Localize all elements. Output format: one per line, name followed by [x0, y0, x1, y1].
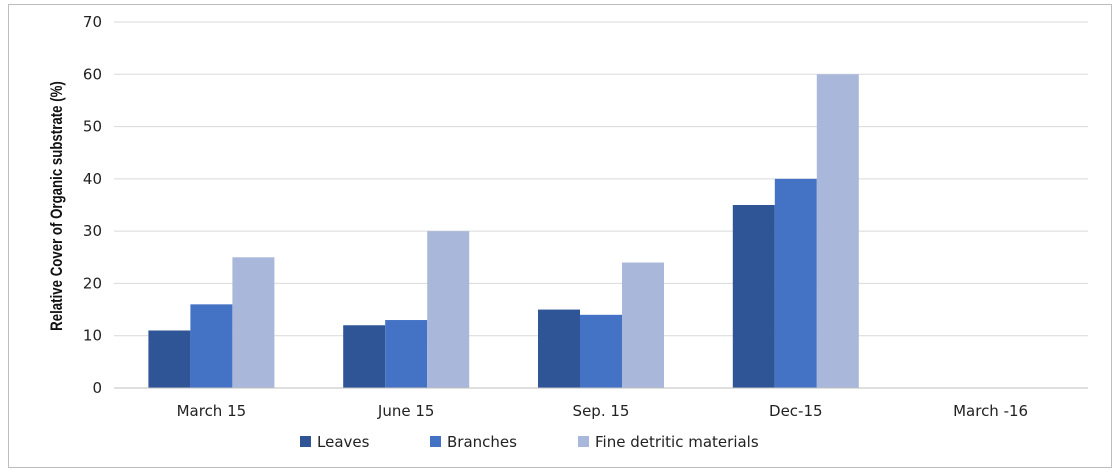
- bar-branches: [190, 304, 233, 388]
- gridlines: [114, 21, 1088, 337]
- y-tick-label: 70: [83, 13, 102, 31]
- x-tick-label: Dec-15: [769, 402, 823, 420]
- legend-label: Fine detritic materials: [595, 433, 759, 451]
- y-tick-label: 50: [83, 118, 102, 136]
- bar-branches: [385, 320, 428, 388]
- bar-leaves: [732, 205, 775, 388]
- bar-fine-detritic-materials: [622, 262, 664, 388]
- legend-label: Leaves: [317, 433, 370, 451]
- bar-branches: [580, 314, 622, 388]
- bar-leaves: [343, 325, 386, 388]
- legend-swatch: [430, 436, 441, 447]
- chart-frame: [8, 4, 1112, 468]
- x-tick-label: March 15: [177, 402, 247, 420]
- x-tick-label: June 15: [377, 402, 435, 420]
- y-tick-label: 10: [83, 327, 102, 345]
- legend-swatch: [578, 436, 589, 447]
- y-tick-label: 30: [83, 222, 102, 240]
- bars: [148, 74, 859, 389]
- bar-leaves: [538, 309, 580, 388]
- legend-label: Branches: [447, 433, 517, 451]
- x-tick-label: Sep. 15: [573, 402, 630, 420]
- y-tick-label: 0: [92, 379, 102, 397]
- bar-branches: [774, 178, 817, 388]
- bar-fine-detritic-materials: [816, 74, 859, 389]
- y-tick-label: 20: [83, 274, 102, 292]
- y-tick-label: 60: [83, 65, 102, 83]
- x-tick-label: March -16: [953, 402, 1028, 420]
- bar-fine-detritic-materials: [232, 257, 275, 388]
- y-axis-title: Relative Cover of Organic substrate (%): [48, 81, 67, 331]
- y-tick-label: 40: [83, 170, 102, 188]
- legend: Leaves Branches Fine detritic materials: [300, 433, 759, 451]
- axes: 0 10 20 30 40 50 60 70 March 15 June 15 Sep. 15 Dec…: [83, 13, 1088, 420]
- bar-fine-detritic-materials: [427, 231, 470, 388]
- bar-leaves: [148, 330, 191, 388]
- legend-swatch: [300, 436, 311, 447]
